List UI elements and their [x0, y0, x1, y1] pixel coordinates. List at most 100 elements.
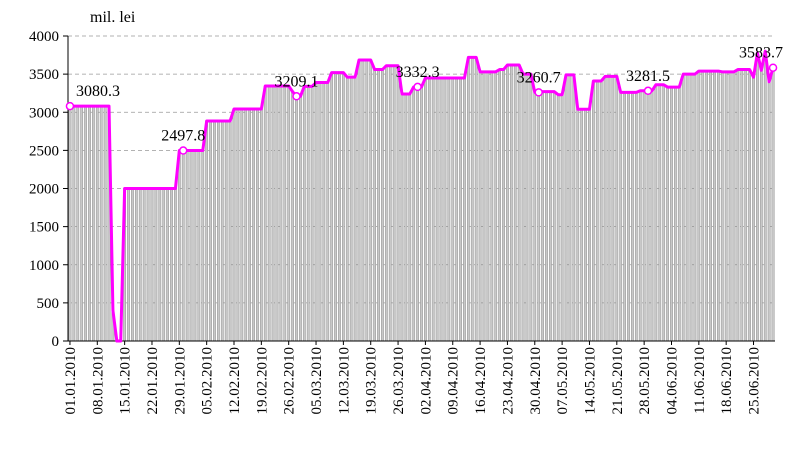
- bar: [713, 70, 716, 342]
- bar: [263, 85, 267, 342]
- bar: [599, 80, 603, 342]
- data-label: 3583.7: [739, 45, 783, 62]
- bar: [361, 59, 365, 342]
- y-tick-label: 500: [37, 296, 60, 312]
- bar: [150, 188, 154, 342]
- x-tick-label: 15.01.2010: [118, 347, 134, 415]
- bar: [533, 92, 537, 342]
- bar: [541, 91, 544, 342]
- bar: [103, 105, 107, 342]
- bar: [513, 64, 517, 342]
- bar: [681, 73, 685, 342]
- bar: [244, 108, 248, 342]
- bar: [353, 76, 357, 342]
- x-tick-label: 09.04.2010: [446, 347, 462, 415]
- bar: [209, 120, 212, 342]
- bar: [439, 77, 443, 342]
- bar: [638, 90, 642, 342]
- bar: [670, 86, 673, 342]
- bar: [650, 90, 654, 342]
- bar: [689, 73, 693, 342]
- bar: [349, 76, 353, 342]
- bar: [716, 70, 720, 342]
- bar: [709, 70, 712, 342]
- bar: [259, 108, 263, 342]
- bar: [724, 71, 728, 342]
- x-tick-label: 12.03.2010: [336, 347, 352, 415]
- bar: [482, 71, 486, 342]
- bar: [299, 96, 302, 342]
- bar: [537, 92, 541, 342]
- bar: [326, 82, 330, 342]
- bar: [470, 57, 474, 342]
- bar: [517, 64, 521, 342]
- x-tick-label: 18.06.2010: [719, 347, 735, 415]
- bar: [506, 64, 509, 342]
- bar: [705, 70, 709, 342]
- bar: [509, 64, 513, 342]
- bar: [142, 188, 146, 342]
- bar: [607, 76, 611, 342]
- data-label: 3080.3: [76, 83, 120, 100]
- bar: [498, 69, 501, 342]
- data-label: 3332.3: [396, 64, 440, 81]
- bar: [556, 94, 560, 342]
- bar: [228, 120, 232, 342]
- bar: [564, 74, 568, 342]
- y-tick-label: 3000: [29, 105, 59, 121]
- bar: [314, 82, 318, 342]
- bar: [408, 93, 412, 342]
- bar: [447, 77, 451, 342]
- bar: [451, 77, 455, 342]
- x-tick-label: 30.04.2010: [528, 347, 544, 415]
- bar: [619, 92, 623, 342]
- bar: [549, 91, 552, 342]
- bar: [318, 82, 322, 342]
- bar: [189, 150, 193, 342]
- bar: [369, 59, 373, 342]
- bar: [80, 105, 84, 342]
- bar: [603, 76, 607, 342]
- bar: [693, 73, 697, 342]
- bar: [302, 86, 306, 342]
- bar: [748, 69, 751, 342]
- bar: [642, 90, 646, 342]
- point-marker: [292, 92, 301, 101]
- bar: [744, 69, 748, 342]
- bar: [185, 150, 189, 342]
- bar: [752, 76, 755, 342]
- bar: [396, 65, 400, 342]
- bar: [357, 59, 361, 342]
- bar: [615, 76, 619, 342]
- bar: [252, 108, 255, 342]
- bar: [412, 86, 416, 342]
- bar: [193, 150, 197, 342]
- bar: [467, 57, 470, 342]
- bar: [84, 105, 87, 342]
- bar: [76, 105, 80, 342]
- bar: [88, 105, 91, 342]
- bar: [127, 188, 130, 342]
- bar: [627, 92, 630, 342]
- x-tick-label: 02.04.2010: [418, 347, 434, 415]
- x-tick-label: 01.01.2010: [63, 347, 79, 415]
- bar: [154, 188, 158, 342]
- x-tick-label: 26.03.2010: [391, 347, 407, 415]
- y-axis-title: mil. lei: [90, 9, 136, 26]
- bar: [455, 77, 459, 342]
- x-tick-label: 29.01.2010: [172, 347, 188, 415]
- bar: [525, 73, 529, 342]
- bar: [342, 72, 345, 342]
- x-tick-label: 26.02.2010: [282, 347, 298, 415]
- x-tick-label: 25.06.2010: [747, 347, 763, 415]
- bar: [205, 120, 209, 342]
- bar: [560, 94, 564, 342]
- bar: [174, 188, 177, 342]
- bar: [588, 108, 591, 342]
- x-tick-label: 05.03.2010: [309, 347, 325, 415]
- bar: [474, 57, 478, 342]
- bar: [736, 69, 740, 342]
- point-marker: [643, 86, 653, 96]
- bar: [271, 85, 275, 342]
- bar: [287, 85, 291, 342]
